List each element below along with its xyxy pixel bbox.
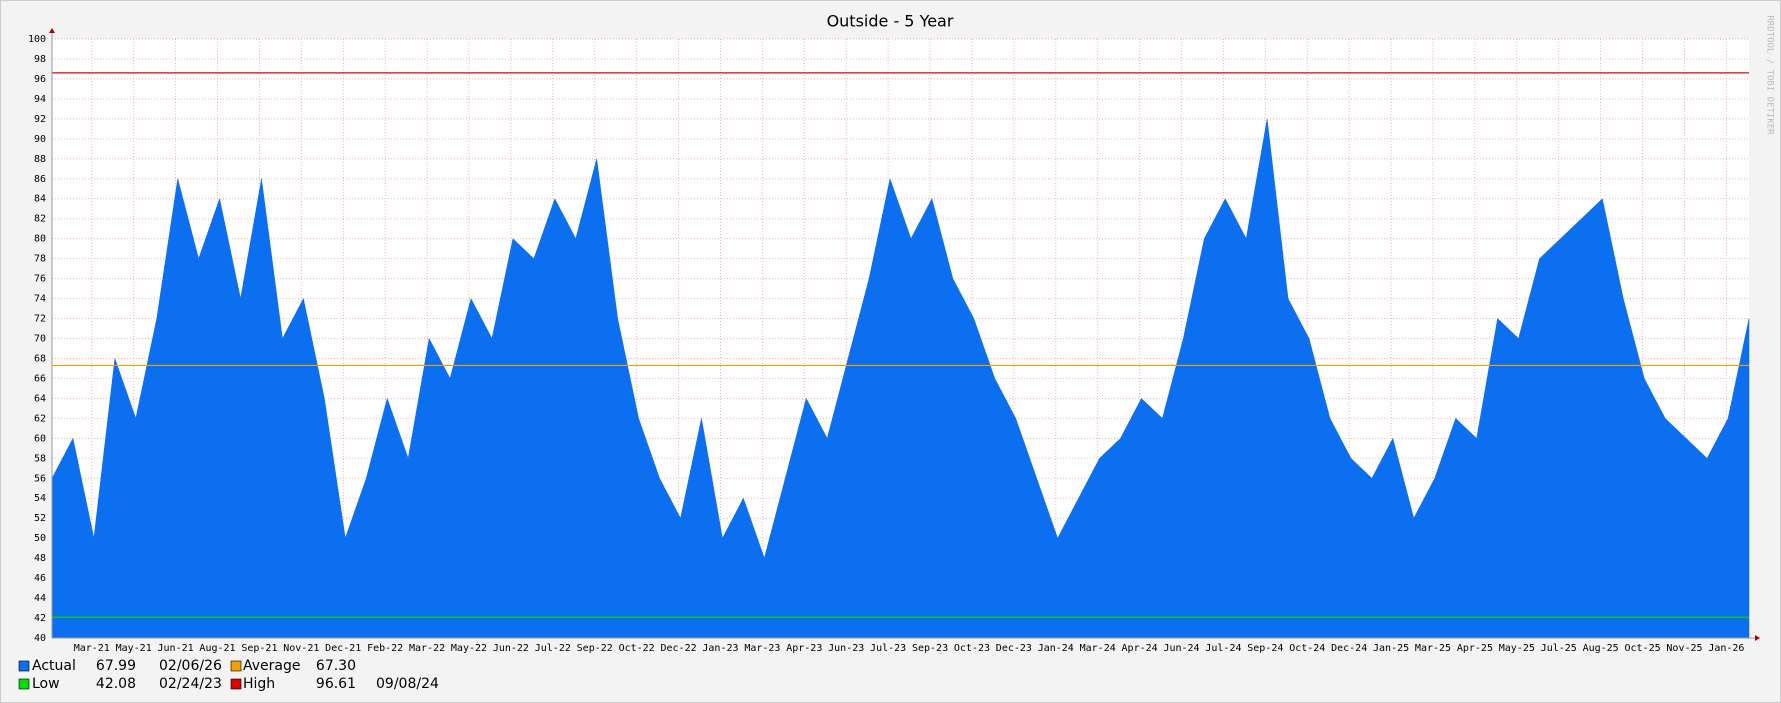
x-tick-label: Jul-25: [1541, 643, 1577, 654]
y-tick-label: 98: [34, 54, 46, 65]
x-tick-label: Sep-21: [241, 643, 277, 654]
x-tick-label: Mar-24: [1080, 643, 1116, 654]
y-tick-label: 82: [34, 214, 46, 225]
y-tick-label: 64: [34, 393, 46, 404]
y-tick-label: 48: [34, 553, 46, 564]
legend-text: Low: [32, 676, 60, 692]
legend-text: 42.08: [96, 676, 136, 692]
legend-text: 02/06/26: [159, 658, 222, 674]
x-tick-label: Mar-21: [74, 643, 110, 654]
x-tick-label: Sep-24: [1247, 643, 1283, 654]
y-tick-label: 74: [34, 294, 46, 305]
x-tick-label: Jun-24: [1163, 643, 1199, 654]
y-tick-label: 76: [34, 274, 46, 285]
x-tick-label: Jan-24: [1038, 643, 1074, 654]
legend-text: Average: [243, 658, 301, 674]
x-tick-label: May-22: [451, 643, 487, 654]
y-tick-label: 88: [34, 154, 46, 165]
legend-swatch: [18, 678, 30, 690]
x-tick-label: Dec-21: [325, 643, 361, 654]
x-tick-label: Aug-25: [1583, 643, 1619, 654]
x-tick-label: Oct-25: [1625, 643, 1661, 654]
legend-text: High: [243, 676, 275, 692]
y-tick-label: 80: [34, 234, 46, 245]
arrow: [1755, 635, 1760, 641]
arrow: [49, 28, 55, 33]
watermark: RRDTOOL / TOBI OETIKER: [1765, 15, 1775, 135]
y-tick-label: 52: [34, 513, 46, 524]
y-tick-label: 94: [34, 94, 46, 105]
x-tick-label: Apr-24: [1122, 643, 1158, 654]
legend-text: 02/24/23: [159, 676, 222, 692]
y-tick-label: 66: [34, 373, 46, 384]
y-tick-label: 90: [34, 134, 46, 145]
legend-text: 67.30: [316, 658, 356, 674]
x-tick-label: Apr-23: [786, 643, 822, 654]
y-tick-label: 68: [34, 353, 46, 364]
x-tick-label: Jan-25: [1373, 643, 1409, 654]
x-tick-label: Mar-22: [409, 643, 445, 654]
x-tick-label: Dec-24: [1331, 643, 1367, 654]
y-tick-label: 96: [34, 74, 46, 85]
x-tick-label: May-21: [116, 643, 152, 654]
legend-swatch: [230, 660, 242, 672]
x-tick-label: Jan-26: [1708, 643, 1744, 654]
y-tick-label: 100: [28, 34, 46, 45]
y-tick-label: 72: [34, 314, 46, 325]
chart-title: Outside - 5 Year: [827, 12, 954, 31]
x-tick-label: Jul-23: [870, 643, 906, 654]
x-tick-label: Nov-21: [283, 643, 319, 654]
x-tick-label: Nov-25: [1666, 643, 1702, 654]
x-tick-label: Dec-23: [996, 643, 1032, 654]
legend-text: Actual: [32, 658, 76, 674]
x-tick-label: Sep-22: [577, 643, 613, 654]
y-tick-label: 78: [34, 254, 46, 265]
x-tick-label: Jul-24: [1205, 643, 1241, 654]
y-tick-label: 46: [34, 573, 46, 584]
x-tick-label: Mar-25: [1415, 643, 1451, 654]
y-tick-label: 42: [34, 613, 46, 624]
x-tick-label: Jun-21: [158, 643, 194, 654]
y-tick-label: 44: [34, 593, 46, 604]
x-tick-label: Apr-25: [1457, 643, 1493, 654]
area: [51, 118, 1750, 639]
y-tick-label: 58: [34, 453, 46, 464]
x-tick-label: Oct-24: [1289, 643, 1325, 654]
y-tick-label: 60: [34, 433, 46, 444]
y-tick-label: 92: [34, 114, 46, 125]
x-tick-label: Dec-22: [660, 643, 696, 654]
y-tick-label: 40: [34, 633, 46, 644]
x-tick-label: Jun-23: [828, 643, 864, 654]
x-tick-label: Jun-22: [493, 643, 529, 654]
x-tick-label: Mar-23: [744, 643, 780, 654]
x-tick-label: Jan-23: [702, 643, 738, 654]
x-tick-label: Oct-22: [619, 643, 655, 654]
y-tick-label: 50: [34, 533, 46, 544]
legend-text: 09/08/24: [376, 676, 439, 692]
y-tick-label: 86: [34, 174, 46, 185]
y-tick-label: 70: [34, 334, 46, 345]
legend-swatch: [230, 678, 242, 690]
x-tick-label: Sep-23: [912, 643, 948, 654]
x-tick-label: Feb-22: [367, 643, 403, 654]
legend-text: 67.99: [96, 658, 136, 674]
y-tick-label: 54: [34, 493, 46, 504]
y-tick-label: 56: [34, 473, 46, 484]
x-tick-label: Jul-22: [535, 643, 571, 654]
legend-text: 96.61: [316, 676, 356, 692]
y-tick-label: 62: [34, 413, 46, 424]
x-tick-label: May-25: [1499, 643, 1535, 654]
legend-swatch: [18, 660, 30, 672]
y-tick-label: 84: [34, 194, 46, 205]
x-tick-label: Oct-23: [954, 643, 990, 654]
x-tick-label: Aug-21: [199, 643, 235, 654]
